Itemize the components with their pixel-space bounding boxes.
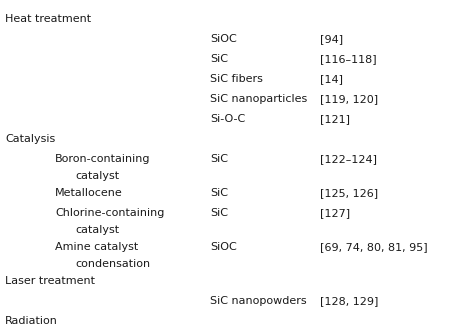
Text: SiOC: SiOC (210, 34, 237, 44)
Text: Chlorine-containing: Chlorine-containing (55, 208, 164, 218)
Text: Catalysis: Catalysis (5, 134, 55, 144)
Text: Radiation: Radiation (5, 316, 58, 326)
Text: catalyst: catalyst (75, 225, 119, 235)
Text: SiC nanopowders: SiC nanopowders (210, 296, 307, 306)
Text: SiC nanoparticles: SiC nanoparticles (210, 94, 307, 104)
Text: [121]: [121] (320, 114, 350, 124)
Text: Metallocene: Metallocene (55, 188, 123, 198)
Text: catalyst: catalyst (75, 171, 119, 181)
Text: [125, 126]: [125, 126] (320, 188, 378, 198)
Text: SiC: SiC (210, 188, 228, 198)
Text: [94]: [94] (320, 34, 343, 44)
Text: Si-O-C: Si-O-C (210, 114, 245, 124)
Text: [116–118]: [116–118] (320, 54, 377, 64)
Text: SiC: SiC (210, 154, 228, 164)
Text: condensation: condensation (75, 259, 150, 269)
Text: SiC: SiC (210, 54, 228, 64)
Text: Amine catalyst: Amine catalyst (55, 242, 138, 252)
Text: [119, 120]: [119, 120] (320, 94, 378, 104)
Text: [69, 74, 80, 81, 95]: [69, 74, 80, 81, 95] (320, 242, 428, 252)
Text: [122–124]: [122–124] (320, 154, 377, 164)
Text: [128, 129]: [128, 129] (320, 296, 378, 306)
Text: Laser treatment: Laser treatment (5, 276, 95, 286)
Text: SiOC: SiOC (210, 242, 237, 252)
Text: SiC: SiC (210, 208, 228, 218)
Text: [14]: [14] (320, 74, 343, 84)
Text: SiC fibers: SiC fibers (210, 74, 263, 84)
Text: Boron-containing: Boron-containing (55, 154, 151, 164)
Text: Heat treatment: Heat treatment (5, 14, 91, 24)
Text: [127]: [127] (320, 208, 350, 218)
